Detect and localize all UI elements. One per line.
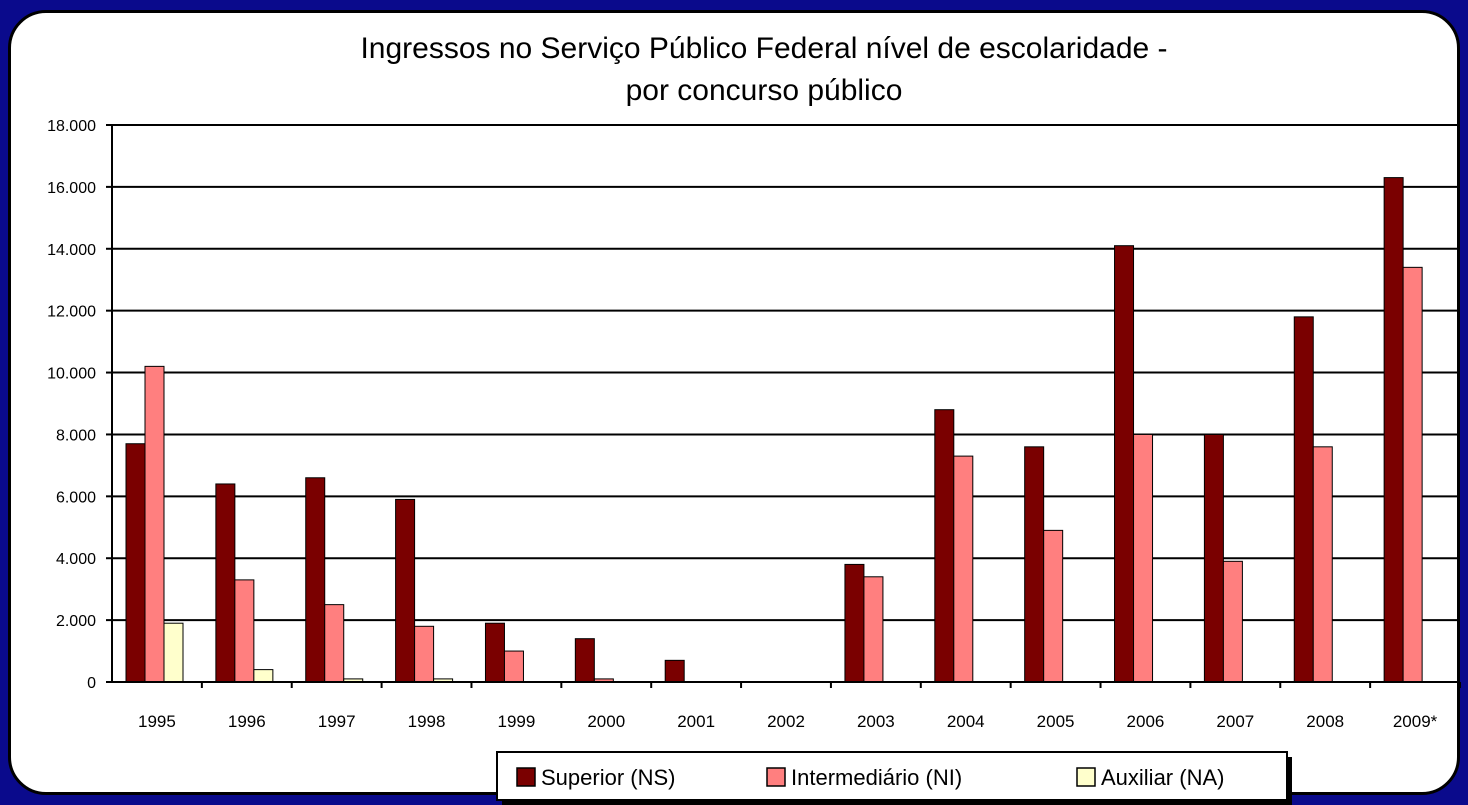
chart-title-line-1: Ingressos no Serviço Público Federal nív… [360, 32, 1167, 65]
bar-superior-ns-2006 [1114, 245, 1135, 683]
bar-intermedi-rio-ni-1996 [234, 579, 255, 683]
bar-superior-ns-2003 [844, 563, 865, 683]
legend-swatch [516, 767, 536, 787]
y-tick-label: 14.000 [47, 242, 96, 259]
bar-superior-ns-1997 [305, 477, 326, 683]
bar-intermedi-rio-ni-2009 [1402, 266, 1423, 683]
bar-intermedi-rio-ni-2008 [1312, 446, 1333, 683]
legend-label: Superior (NS) [541, 765, 675, 790]
x-tick-label: 2004 [947, 712, 985, 731]
bar-auxiliar-na-1996 [253, 669, 274, 683]
legend-swatch [766, 767, 786, 787]
legend-box [496, 751, 1288, 801]
y-tick-label: 0 [87, 675, 96, 692]
bar-superior-ns-2004 [934, 409, 955, 683]
legend: Superior (NS) Intermediário (NI) Auxiliar … [496, 751, 1292, 805]
bars [125, 177, 1423, 683]
x-tick-label: 1997 [318, 712, 356, 731]
chart-title-line-2: por concurso público [626, 74, 903, 107]
x-tick-label: 2005 [1037, 712, 1075, 731]
legend-swatch [1076, 767, 1096, 787]
bar-intermedi-rio-ni-2006 [1133, 433, 1154, 683]
legend-label: Auxiliar (NA) [1101, 765, 1224, 790]
x-tick-label: 2000 [587, 712, 625, 731]
bar-superior-ns-2007 [1203, 433, 1224, 683]
x-tick-label: 1996 [228, 712, 266, 731]
y-tick-label: 6.000 [56, 489, 96, 506]
bar-superior-ns-1998 [395, 498, 416, 683]
bar-intermedi-rio-ni-2003 [863, 576, 884, 683]
x-tick-label: 1995 [138, 712, 176, 731]
y-tick-label: 12.000 [47, 304, 96, 321]
x-tick-label: 2001 [677, 712, 715, 731]
x-tick-label: 2002 [767, 712, 805, 731]
x-tick-label: 1999 [497, 712, 535, 731]
bar-superior-ns-2005 [1024, 446, 1045, 683]
bar-intermedi-rio-ni-1999 [503, 650, 524, 683]
bar-superior-ns-1996 [215, 483, 236, 683]
x-tick-label: 2003 [857, 712, 895, 731]
bar-intermedi-rio-ni-2007 [1222, 560, 1243, 683]
bar-intermedi-rio-ni-2004 [953, 455, 974, 683]
bar-superior-ns-2000 [574, 638, 595, 683]
axes: 0 2.000 4.000 6.000 8.000 10.000 12.000 14.000 1… [47, 118, 1461, 731]
bar-intermedi-rio-ni-1997 [324, 604, 345, 683]
y-tick-label: 4.000 [56, 551, 96, 568]
y-tick-label: 16.000 [47, 180, 96, 197]
x-tick-label: 2006 [1127, 712, 1165, 731]
bar-intermedi-rio-ni-2005 [1043, 529, 1064, 683]
bar-intermedi-rio-ni-1998 [414, 625, 435, 683]
bar-superior-ns-1999 [484, 622, 505, 683]
y-tick-label: 18.000 [47, 118, 96, 135]
y-tick-label: 2.000 [56, 613, 96, 630]
bar-superior-ns-2008 [1293, 316, 1314, 683]
x-tick-label: 2007 [1216, 712, 1254, 731]
legend-label: Intermediário (NI) [791, 765, 962, 790]
bar-superior-ns-2009 [1383, 177, 1404, 683]
x-tick-label: 2009* [1393, 712, 1438, 731]
y-tick-label: 8.000 [56, 427, 96, 444]
bar-auxiliar-na-1995 [163, 622, 184, 683]
y-tick-label: 10.000 [47, 366, 96, 383]
x-tick-label: 1998 [408, 712, 446, 731]
bar-superior-ns-2001 [664, 659, 685, 683]
x-tick-label: 2008 [1306, 712, 1344, 731]
bar-superior-ns-1995 [125, 443, 146, 683]
bar-intermedi-rio-ni-1995 [144, 365, 165, 683]
